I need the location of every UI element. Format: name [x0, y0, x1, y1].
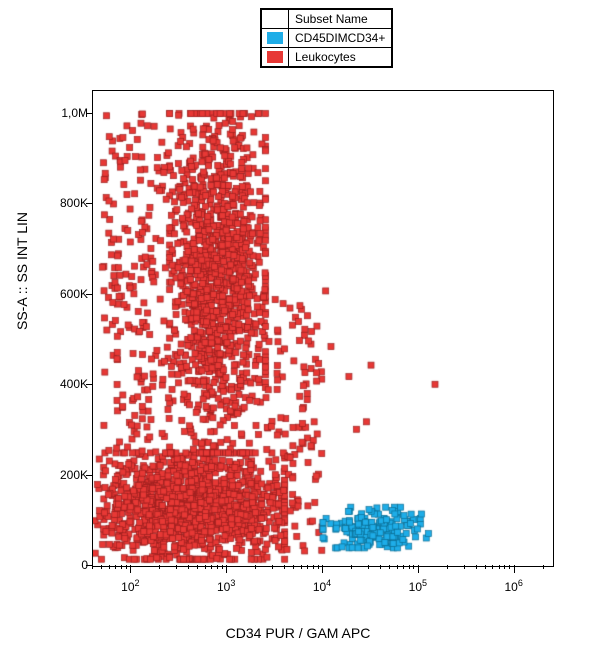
y-tick-label: 400K: [38, 377, 88, 391]
scatter-canvas: [93, 91, 553, 566]
x-tick-label: 106: [504, 578, 522, 594]
y-tick-label: 200K: [38, 468, 88, 482]
chart-container: Subset Name CD45DIMCD34+ Leukocytes SS-A…: [0, 0, 596, 658]
legend-header: Subset Name: [289, 10, 392, 29]
y-axis-label: SS-A :: SS INT LIN: [14, 212, 30, 330]
x-tick-label: 105: [409, 578, 427, 594]
x-axis-label: CD34 PUR / GAM APC: [0, 625, 596, 641]
y-tick-label: 1,0M: [38, 106, 88, 120]
y-tick-label: 600K: [38, 287, 88, 301]
legend-header-spacer: [262, 10, 289, 29]
legend-label-0: CD45DIMCD34+: [289, 29, 392, 48]
plot-area: [92, 90, 554, 567]
legend: Subset Name CD45DIMCD34+ Leukocytes: [260, 8, 393, 68]
y-tick-label: 0: [38, 558, 88, 572]
legend-swatch-0: [262, 29, 289, 48]
x-tick-label: 102: [121, 578, 139, 594]
x-tick-label: 104: [313, 578, 331, 594]
legend-swatch-1: [262, 48, 289, 67]
x-tick-label: 103: [217, 578, 235, 594]
y-tick-label: 800K: [38, 196, 88, 210]
legend-label-1: Leukocytes: [289, 48, 392, 67]
